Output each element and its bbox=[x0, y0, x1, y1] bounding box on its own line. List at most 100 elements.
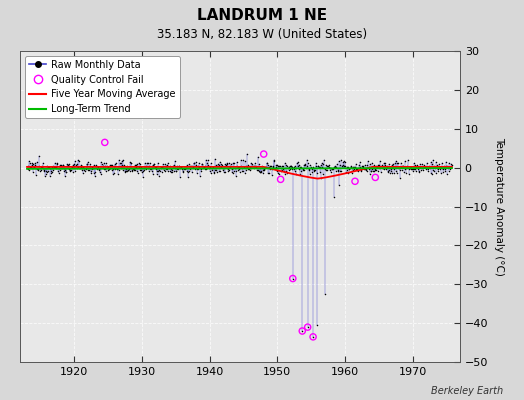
Point bbox=[78, 162, 86, 169]
Point bbox=[223, 161, 231, 168]
Point bbox=[447, 161, 455, 168]
Point bbox=[157, 164, 166, 171]
Point bbox=[159, 164, 167, 171]
Point bbox=[136, 166, 145, 173]
Point bbox=[256, 168, 264, 175]
Point bbox=[373, 164, 381, 171]
Point bbox=[206, 160, 215, 166]
Point bbox=[269, 163, 278, 169]
Point bbox=[81, 166, 90, 172]
Point bbox=[178, 169, 187, 176]
Point bbox=[282, 170, 291, 176]
Point bbox=[67, 167, 75, 174]
Point bbox=[271, 162, 280, 168]
Point bbox=[191, 166, 199, 172]
Point bbox=[272, 162, 281, 169]
Point bbox=[397, 164, 405, 170]
Point bbox=[363, 161, 371, 168]
Point bbox=[103, 167, 112, 173]
Point bbox=[348, 164, 357, 170]
Point bbox=[68, 164, 76, 170]
Point bbox=[64, 161, 73, 167]
Point bbox=[76, 164, 84, 171]
Point bbox=[354, 168, 363, 175]
Point bbox=[287, 162, 296, 169]
Point bbox=[408, 167, 417, 174]
Point bbox=[385, 161, 393, 168]
Point bbox=[431, 165, 439, 171]
Point bbox=[368, 166, 376, 172]
Point bbox=[240, 164, 248, 171]
Point bbox=[71, 168, 80, 174]
Point bbox=[426, 165, 434, 171]
Point bbox=[48, 169, 56, 176]
Point bbox=[439, 169, 447, 175]
Point bbox=[387, 168, 395, 174]
Point bbox=[158, 164, 166, 171]
Point bbox=[214, 162, 223, 168]
Point bbox=[188, 169, 196, 175]
Point bbox=[288, 164, 296, 170]
Point bbox=[408, 166, 416, 172]
Text: Berkeley Earth: Berkeley Earth bbox=[431, 386, 503, 396]
Point bbox=[236, 169, 244, 176]
Point bbox=[394, 160, 402, 166]
Point bbox=[139, 174, 147, 180]
Point bbox=[236, 157, 245, 163]
Point bbox=[334, 158, 343, 164]
Point bbox=[424, 163, 433, 169]
Point bbox=[389, 162, 397, 169]
Point bbox=[156, 168, 164, 174]
Point bbox=[88, 164, 96, 170]
Point bbox=[147, 163, 156, 169]
Point bbox=[355, 162, 363, 168]
Point bbox=[364, 158, 372, 164]
Point bbox=[344, 164, 353, 170]
Point bbox=[335, 182, 343, 188]
Point bbox=[338, 163, 346, 169]
Point bbox=[123, 163, 132, 169]
Point bbox=[381, 162, 390, 168]
Point bbox=[436, 166, 444, 172]
Point bbox=[25, 166, 33, 173]
Point bbox=[197, 166, 205, 172]
Point bbox=[427, 170, 435, 176]
Point bbox=[409, 165, 417, 172]
Point bbox=[226, 163, 234, 169]
Point bbox=[149, 162, 157, 169]
Point bbox=[419, 164, 428, 171]
Point bbox=[141, 162, 150, 169]
Point bbox=[228, 160, 237, 166]
Point bbox=[392, 160, 401, 166]
Point bbox=[254, 153, 263, 160]
Point bbox=[74, 157, 82, 163]
Point bbox=[263, 160, 271, 166]
Point bbox=[88, 166, 96, 172]
Point bbox=[342, 169, 350, 175]
Point bbox=[358, 165, 366, 171]
Point bbox=[400, 157, 409, 164]
Point bbox=[416, 164, 424, 170]
Point bbox=[238, 168, 246, 174]
Point bbox=[440, 163, 448, 169]
Point bbox=[402, 164, 411, 171]
Point bbox=[352, 161, 360, 167]
Point bbox=[285, 164, 293, 170]
Point bbox=[128, 167, 137, 173]
Point bbox=[359, 164, 368, 170]
Point bbox=[310, 167, 319, 173]
Point bbox=[417, 164, 425, 171]
Point bbox=[141, 159, 149, 166]
Point bbox=[225, 167, 233, 173]
Point bbox=[102, 160, 111, 166]
Point bbox=[264, 170, 272, 176]
Point bbox=[57, 164, 66, 171]
Point bbox=[104, 166, 113, 172]
Point bbox=[46, 173, 54, 179]
Point bbox=[374, 168, 382, 174]
Point bbox=[51, 164, 59, 171]
Point bbox=[73, 164, 82, 170]
Point bbox=[113, 165, 121, 172]
Point bbox=[259, 167, 267, 174]
Point bbox=[96, 169, 104, 175]
